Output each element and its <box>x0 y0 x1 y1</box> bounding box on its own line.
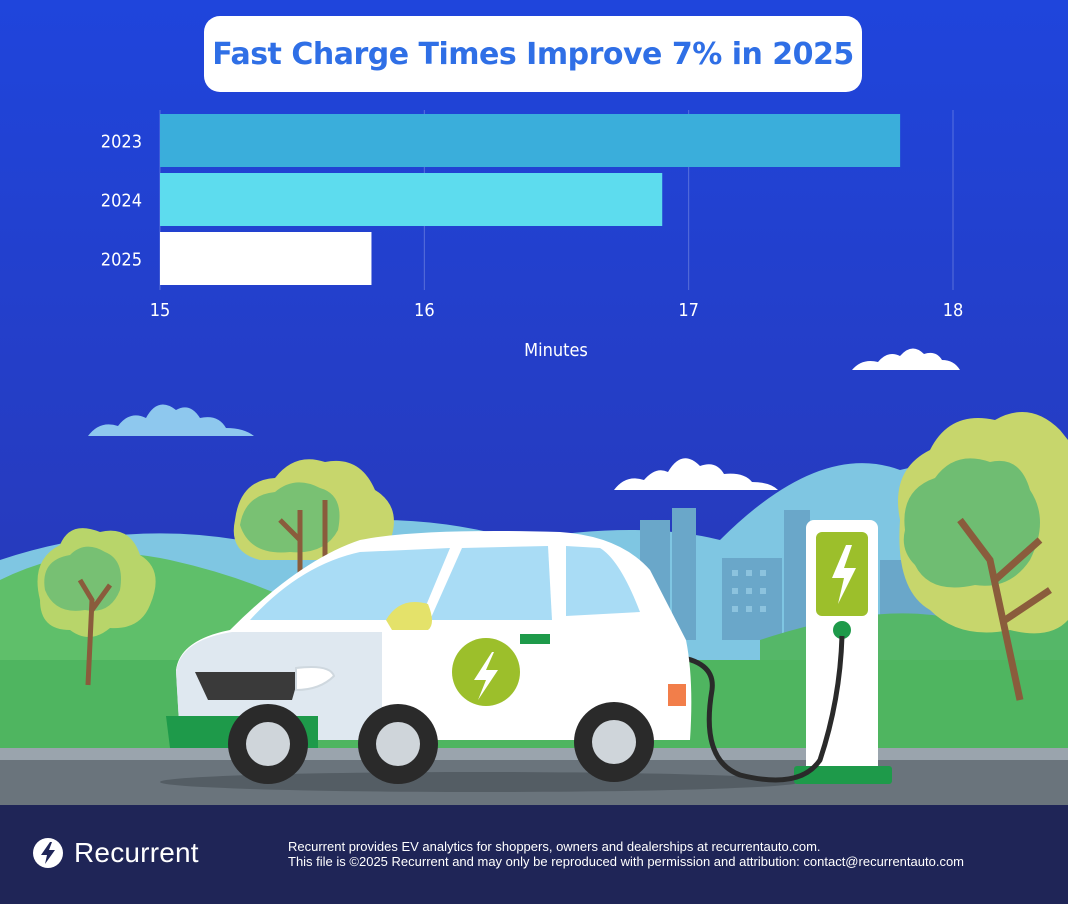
category-label: 2025 <box>101 250 142 271</box>
chart-title: Fast Charge Times Improve 7% in 2025 <box>212 36 854 72</box>
x-axis-label: Minutes <box>524 340 588 361</box>
bars <box>160 114 901 285</box>
footer-text: Recurrent provides EV analytics for shop… <box>288 839 1058 869</box>
bar-2023 <box>160 114 901 167</box>
bar-chart: 2023 2024 2025 15 16 17 18 Minutes <box>101 110 964 361</box>
x-tick-label: 18 <box>943 300 964 321</box>
category-labels: 2023 2024 2025 <box>101 132 142 271</box>
wheel <box>358 704 438 784</box>
footer-line-1: Recurrent provides EV analytics for shop… <box>288 839 821 854</box>
brand: Recurrent <box>32 837 199 869</box>
x-tick-label: 17 <box>678 300 699 321</box>
cloud <box>88 404 254 436</box>
chart-title-box: Fast Charge Times Improve 7% in 2025 <box>204 16 862 92</box>
cloud <box>852 348 960 370</box>
x-tick-label: 16 <box>414 300 435 321</box>
category-label: 2023 <box>101 132 142 153</box>
footer-line-2: This file is ©2025 Recurrent and may onl… <box>288 854 964 869</box>
tree-right <box>898 412 1068 701</box>
electric-car <box>166 531 692 784</box>
footer: Recurrent Recurrent provides EV analytic… <box>0 805 1068 904</box>
tree-back <box>233 459 394 580</box>
lightning-bolt-icon <box>33 838 63 868</box>
tree-left <box>37 528 156 686</box>
bar-2025 <box>160 232 372 285</box>
bar-2024 <box>160 173 663 226</box>
wheel <box>228 704 308 784</box>
x-tick-label: 15 <box>150 300 171 321</box>
wheel <box>574 702 654 782</box>
x-tick-labels: 15 16 17 18 <box>150 300 964 321</box>
category-label: 2024 <box>101 191 142 212</box>
brand-name: Recurrent <box>74 837 199 868</box>
cloud <box>614 458 778 490</box>
charging-cable <box>669 635 845 783</box>
